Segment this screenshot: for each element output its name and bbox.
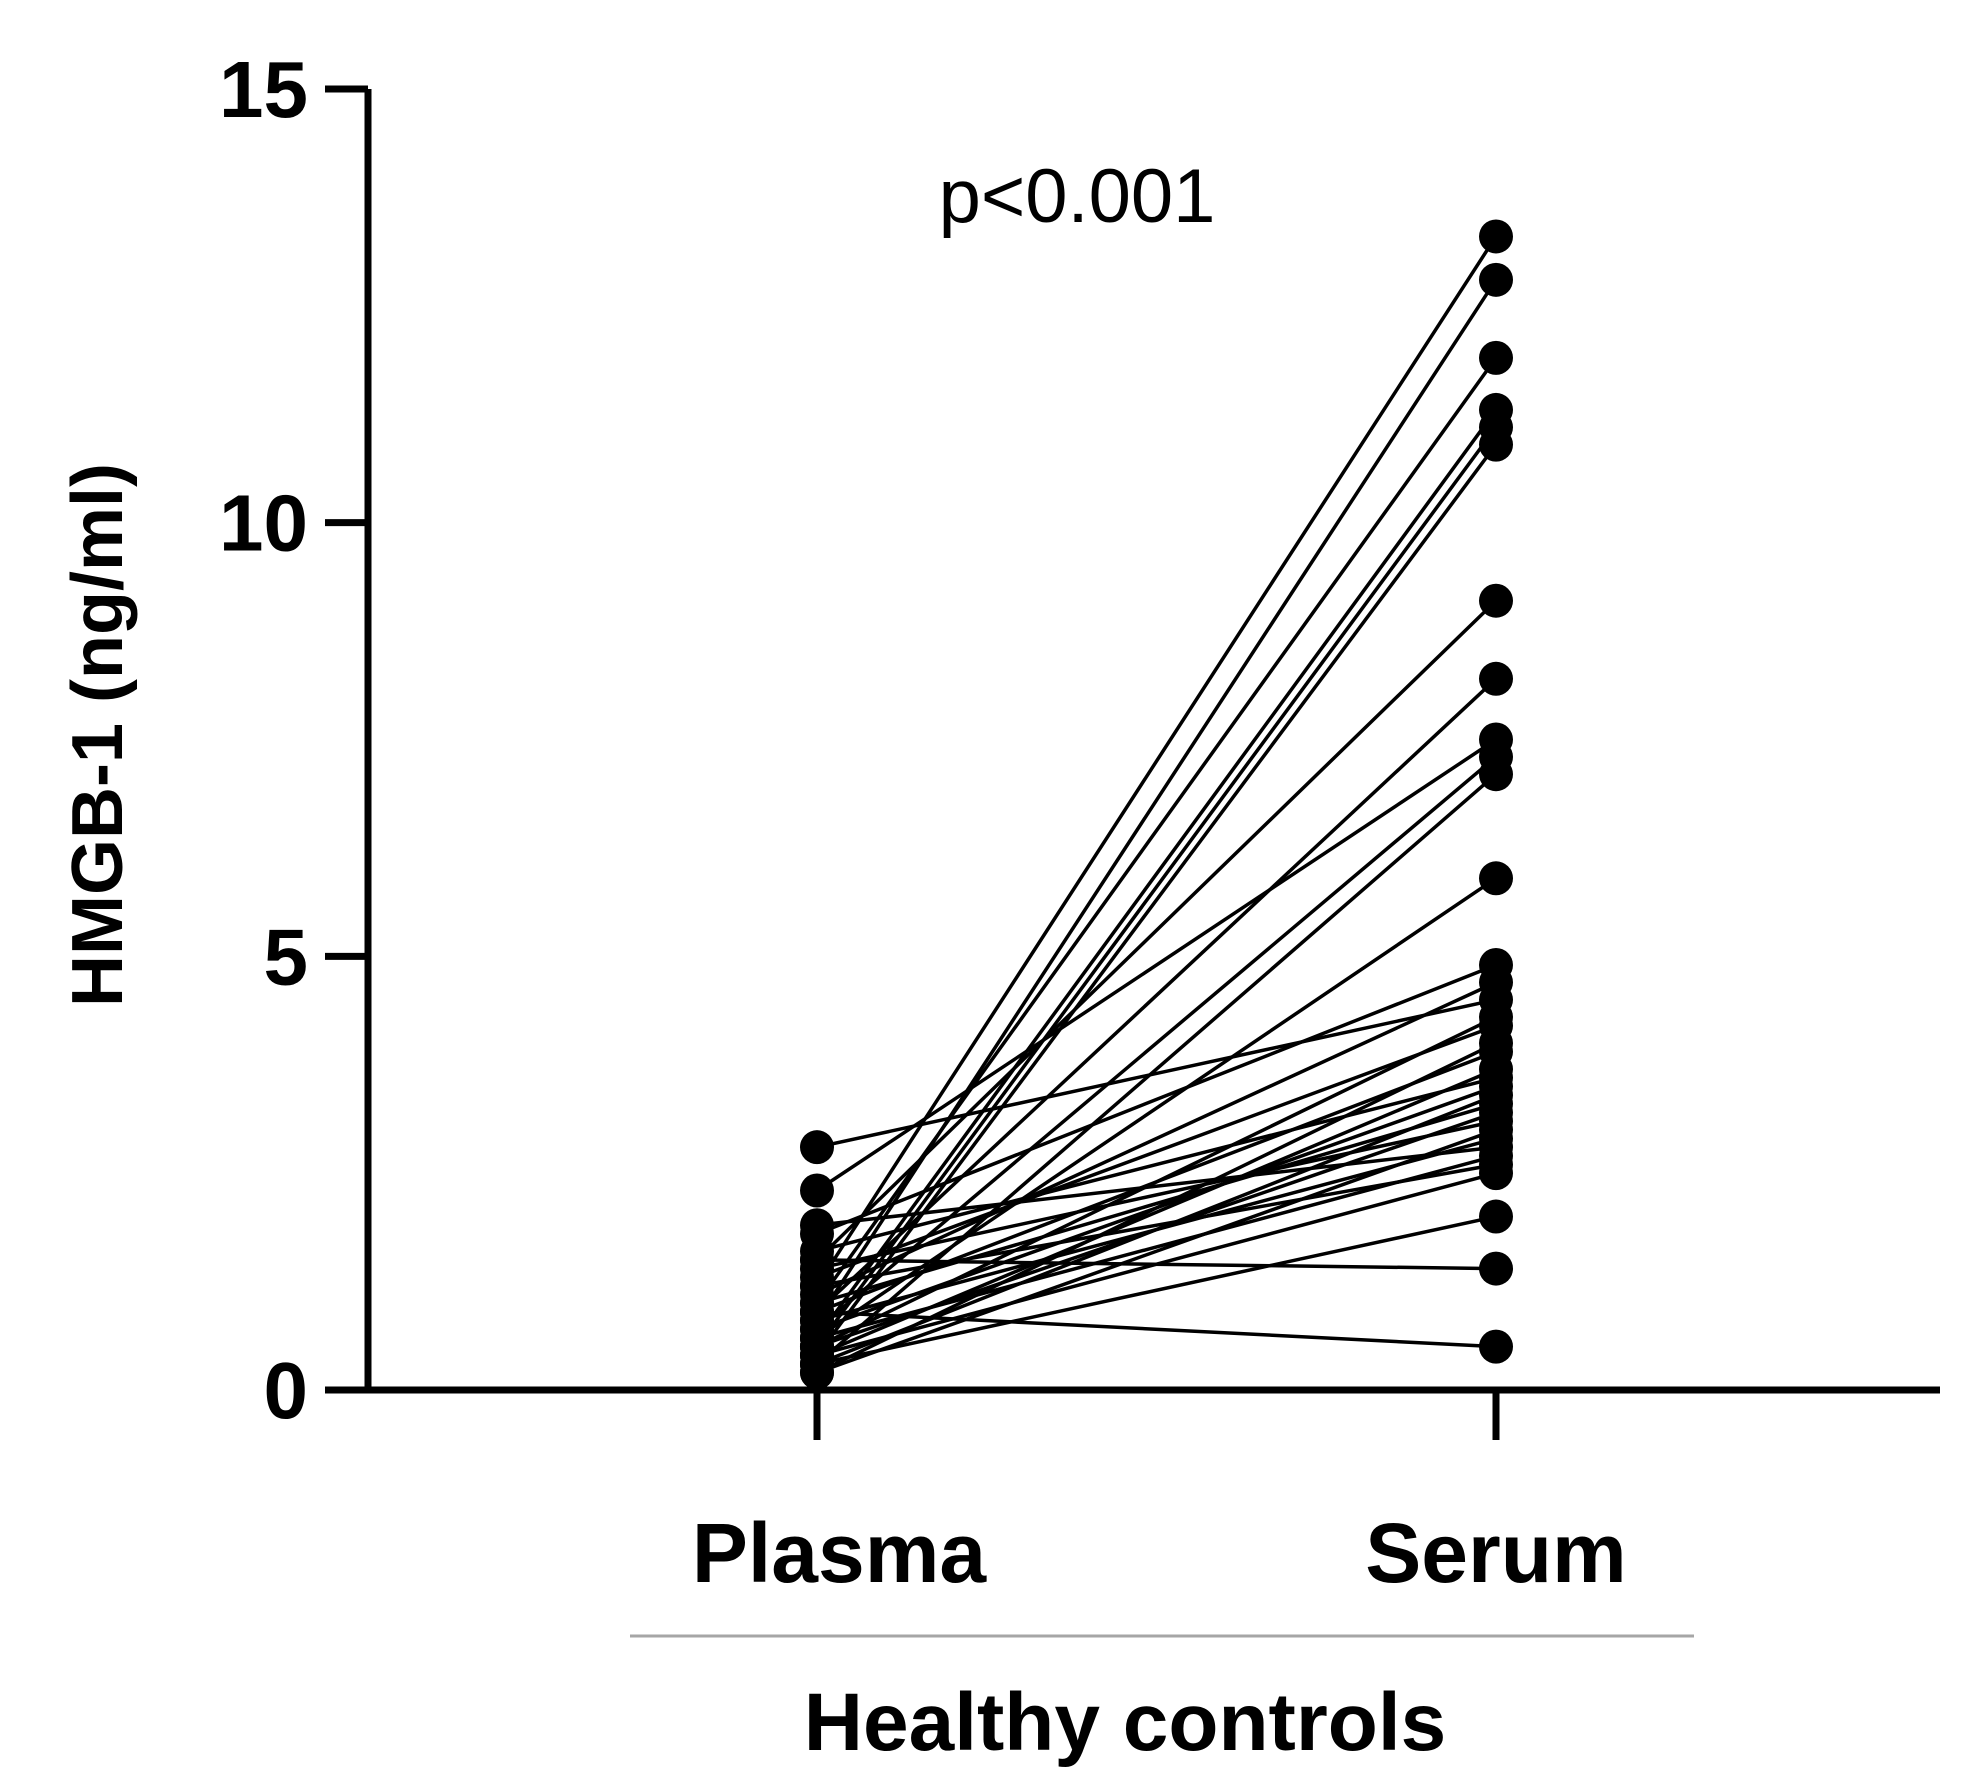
pair-line (816, 1076, 1497, 1253)
plasma-point (800, 1130, 834, 1165)
pair-line (815, 599, 1498, 1262)
y-axis-label: HMGB-1 (ng/ml) (58, 463, 138, 1007)
pair-line (816, 1102, 1497, 1305)
serum-point (1479, 219, 1513, 254)
y-tick-label: 10 (219, 479, 308, 568)
serum-point (1479, 340, 1513, 375)
pair-line (816, 997, 1497, 1149)
pair-line (815, 356, 1498, 1305)
pair-line (816, 1214, 1497, 1366)
pair-line (815, 235, 1498, 1287)
x-ticks: Plasma Serum (692, 1390, 1627, 1600)
plasma-point (800, 1346, 834, 1381)
serum-point (1479, 661, 1513, 696)
pair-line (816, 1024, 1497, 1279)
serum-point (1479, 427, 1513, 462)
serum-point (1479, 757, 1513, 792)
plasma-point (800, 1294, 834, 1329)
serum-point (1479, 861, 1513, 896)
y-ticks: 0 5 10 15 (219, 45, 368, 1435)
plasma-point (800, 1173, 834, 1208)
y-tick-label: 5 (264, 912, 309, 1001)
serum-point (1479, 1329, 1513, 1364)
pair-lines (815, 235, 1498, 1375)
pair-line (815, 443, 1498, 1357)
pair-line (816, 1258, 1497, 1271)
serum-point (1479, 1251, 1513, 1286)
data-points (800, 219, 1513, 1390)
pair-line (816, 1145, 1497, 1227)
pair-line (815, 755, 1498, 1331)
y-tick-label: 15 (219, 45, 308, 134)
serum-point (1479, 262, 1513, 297)
plasma-point (800, 1242, 834, 1277)
y-tick-label: 0 (264, 1346, 309, 1435)
pair-line (815, 772, 1498, 1366)
pair-line (815, 677, 1498, 1314)
pair-line (815, 408, 1498, 1339)
serum-point (1479, 1156, 1513, 1191)
category-label-plasma: Plasma (692, 1506, 987, 1600)
pair-line (815, 426, 1498, 1348)
pair-line (816, 963, 1497, 1236)
serum-point (1479, 583, 1513, 618)
pair-line (816, 1162, 1497, 1288)
pair-line (816, 1136, 1497, 1323)
plasma-point (800, 1268, 834, 1303)
group-label: Healthy controls (804, 1677, 1446, 1768)
pair-line (816, 738, 1497, 1192)
plasma-point (800, 1208, 834, 1243)
category-label-serum: Serum (1365, 1506, 1626, 1600)
serum-point (1479, 1199, 1513, 1234)
p-value-annotation: p<0.001 (939, 154, 1216, 239)
pair-line (816, 1119, 1497, 1271)
pair-line (816, 1310, 1497, 1349)
